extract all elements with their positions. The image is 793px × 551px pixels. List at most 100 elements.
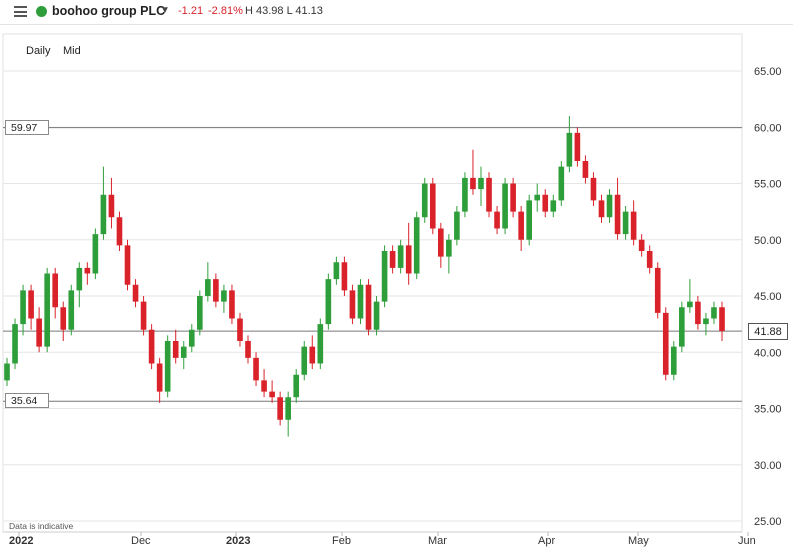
- candle-body: [277, 397, 283, 420]
- candle-body: [590, 177, 597, 201]
- green-dot-icon: [36, 6, 47, 17]
- candle-body: [558, 166, 565, 201]
- candle-body: [574, 132, 581, 161]
- candle-body: [646, 251, 653, 268]
- candle-body: [638, 239, 645, 251]
- high-low-readout: H 43.98 L 41.13: [245, 5, 323, 17]
- candle-body: [397, 245, 404, 268]
- candle-body: [309, 346, 316, 364]
- last-price-label: 41.88: [748, 323, 788, 341]
- candle-body: [566, 132, 573, 167]
- candle-body: [20, 290, 26, 325]
- candle-body: [526, 200, 533, 240]
- candle-body: [205, 279, 211, 296]
- candle-body: [253, 357, 259, 381]
- candle-body: [719, 307, 725, 332]
- candle-body: [140, 301, 147, 330]
- x-tick-label: 2023: [226, 535, 250, 547]
- candle-body: [389, 251, 396, 268]
- hamburger-icon[interactable]: [14, 6, 27, 17]
- candle-body: [486, 177, 492, 212]
- x-tick-label: Apr: [538, 535, 555, 547]
- candle-body: [317, 324, 324, 364]
- candle-body: [124, 245, 131, 285]
- y-tick-label: 60.00: [754, 122, 782, 134]
- candle-body: [518, 211, 524, 240]
- price-change-percent: -2.81%: [208, 5, 243, 17]
- instrument-header: boohoo group PLC ▼ -1.21 -2.81% H 43.98 …: [0, 0, 793, 25]
- chevron-down-icon[interactable]: ▼: [160, 5, 170, 16]
- y-tick-label: 25.00: [754, 516, 782, 528]
- candle-body: [614, 194, 621, 235]
- candle-body: [333, 262, 340, 280]
- candle-body: [325, 279, 332, 325]
- candle-body: [598, 200, 605, 218]
- candle-body: [662, 312, 669, 375]
- plot-frame: [2, 33, 743, 533]
- candle-body: [494, 211, 500, 229]
- candle-body: [381, 251, 388, 302]
- candle-body: [28, 290, 34, 319]
- candle-body: [365, 284, 372, 330]
- y-tick-label: 65.00: [754, 66, 782, 78]
- candle-body: [478, 177, 484, 190]
- candlestick-chart: 25.00 30.00 35.00 40.00 45.00 50.00 55.00 60.00…: [2, 33, 782, 547]
- candle-body: [196, 296, 203, 330]
- candle-body: [68, 290, 75, 330]
- y-tick-label: 50.00: [754, 235, 782, 247]
- candle-body: [164, 341, 171, 392]
- x-tick-label: Dec: [131, 535, 151, 547]
- candle-body: [188, 329, 195, 347]
- candle-body: [213, 279, 219, 302]
- y-tick-label: 45.00: [754, 291, 782, 303]
- candle-body: [438, 228, 444, 257]
- candle-body: [711, 307, 717, 319]
- x-tick-label: 2022: [9, 535, 33, 547]
- candle-body: [630, 211, 637, 240]
- candle-body: [116, 217, 123, 246]
- candle-body: [349, 290, 356, 319]
- candle-body: [357, 284, 364, 319]
- candle-body: [670, 346, 677, 375]
- candle-body: [285, 397, 291, 420]
- y-tick-label: 30.00: [754, 460, 782, 472]
- candle-body: [76, 267, 83, 291]
- candle-body: [156, 363, 163, 392]
- candle-body: [341, 262, 348, 291]
- candle-body: [542, 194, 549, 212]
- candle-body: [502, 183, 508, 229]
- candle-body: [654, 267, 661, 313]
- candle-body: [44, 273, 50, 347]
- candle-body: [221, 290, 227, 302]
- x-tick-label: May: [628, 535, 649, 547]
- y-tick-label: 40.00: [754, 347, 782, 359]
- candle-body: [269, 391, 275, 398]
- candle-body: [550, 200, 557, 212]
- candle-body: [52, 273, 59, 308]
- candle-body: [454, 211, 460, 240]
- reference-line-label: 59.97: [5, 119, 49, 135]
- candle-body: [510, 183, 516, 212]
- candle-body: [148, 329, 155, 364]
- candle-body: [84, 267, 91, 274]
- candle-body: [92, 234, 99, 274]
- candle-body: [108, 194, 115, 218]
- candle-body: [100, 194, 107, 235]
- candle-body: [421, 183, 428, 218]
- candle-body: [245, 341, 251, 358]
- candle-body: [36, 318, 42, 347]
- candle-body: [229, 290, 235, 319]
- candle-body: [703, 318, 709, 325]
- candle-body: [413, 217, 420, 274]
- candle-body: [687, 301, 693, 308]
- instrument-name[interactable]: boohoo group PLC: [52, 4, 166, 18]
- candle-body: [429, 183, 436, 229]
- candle-body: [180, 346, 187, 358]
- candle-body: [695, 301, 701, 325]
- candle-body: [301, 346, 308, 375]
- period-mid-button[interactable]: Mid: [63, 45, 81, 57]
- candle-body: [12, 324, 18, 364]
- candle-body: [534, 194, 541, 201]
- candle-body: [446, 239, 452, 257]
- period-daily-button[interactable]: Daily: [26, 45, 51, 57]
